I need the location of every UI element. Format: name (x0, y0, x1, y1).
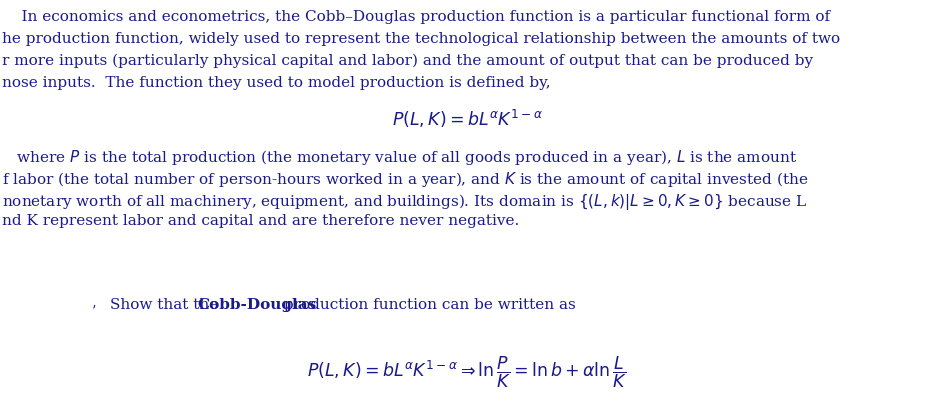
Text: Cobb-Douglas: Cobb-Douglas (197, 298, 317, 312)
Text: nose inputs.  The function they used to model production is defined by,: nose inputs. The function they used to m… (2, 76, 551, 90)
Text: nonetary worth of all machinery, equipment, and buildings). Its domain is $\{(L,: nonetary worth of all machinery, equipme… (2, 192, 807, 212)
Text: r more inputs (particularly physical capital and labor) and the amount of output: r more inputs (particularly physical cap… (2, 54, 814, 69)
Text: Show that the: Show that the (110, 298, 228, 312)
Text: where $P$ is the total production (the monetary value of all goods produced in a: where $P$ is the total production (the m… (2, 148, 798, 167)
Text: he production function, widely used to represent the technological relationship : he production function, widely used to r… (2, 32, 840, 46)
Text: ’: ’ (92, 304, 96, 318)
Text: nd K represent labor and capital and are therefore never negative.: nd K represent labor and capital and are… (2, 214, 519, 228)
Text: $P(L, K) = bL^{\alpha} K^{1-\alpha}$: $P(L, K) = bL^{\alpha} K^{1-\alpha}$ (391, 108, 543, 130)
Text: production function can be written as: production function can be written as (279, 298, 575, 312)
Text: f labor (the total number of person-hours worked in a year), and $K$ is the amou: f labor (the total number of person-hour… (2, 170, 809, 189)
Text: In economics and econometrics, the Cobb–Douglas production function is a particu: In economics and econometrics, the Cobb–… (2, 10, 830, 24)
Text: $P(L, K) = bL^{\alpha} K^{1-\alpha} \Rightarrow \ln\dfrac{P}{K} = \ln b + \alpha: $P(L, K) = bL^{\alpha} K^{1-\alpha} \Rig… (307, 355, 627, 390)
